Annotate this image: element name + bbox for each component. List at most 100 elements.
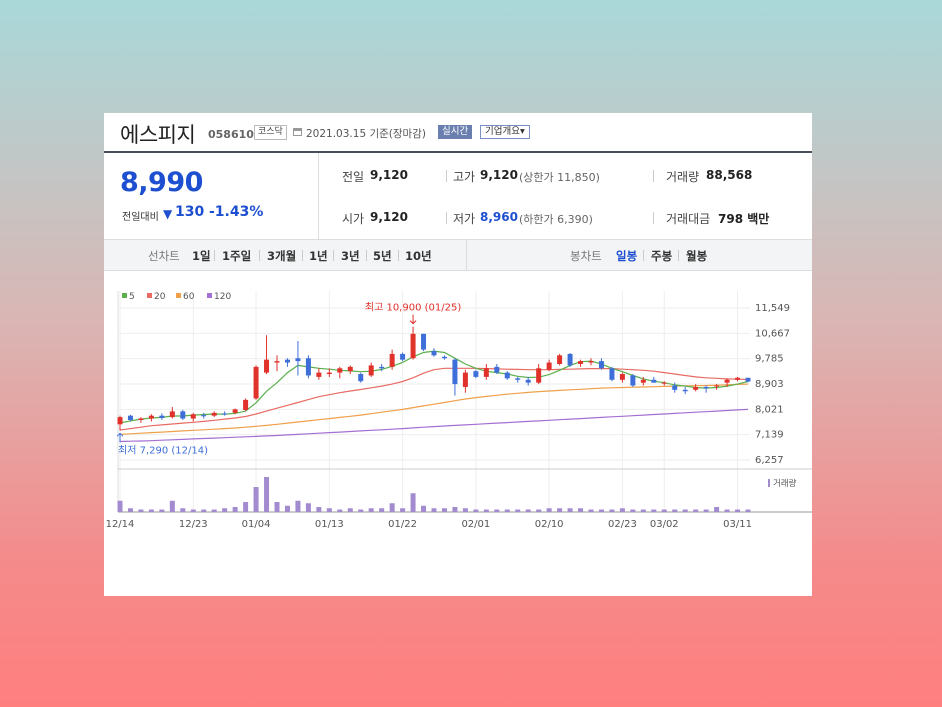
volume-legend-swatch	[768, 479, 770, 487]
tab-candle-chart[interactable]: 봉차트	[570, 249, 602, 263]
candle-body	[316, 372, 322, 377]
volume-bar	[462, 508, 468, 512]
y-tick-label: 11,549	[755, 303, 790, 314]
volume-bar	[724, 509, 730, 512]
legend-label: 60	[183, 292, 195, 302]
y-axis: 11,549 10,667 9,785 8,903 8,021 7,139 6,257	[755, 303, 790, 466]
volume-bar	[264, 477, 270, 512]
open-value: 9,120	[370, 210, 408, 224]
candle-body	[693, 386, 699, 390]
x-tick-label: 01/04	[242, 519, 271, 530]
tab-weekly[interactable]: 주봉	[651, 249, 673, 263]
candle-body	[347, 366, 353, 372]
candle-body	[284, 359, 290, 363]
market-badge: 코스닥	[254, 125, 287, 140]
tab-1-year[interactable]: 1년	[309, 249, 328, 263]
legend-swatch	[122, 293, 127, 298]
tab-separator	[259, 250, 260, 261]
candle-body	[243, 399, 249, 410]
current-price: 8,990	[120, 167, 203, 198]
candle-body	[117, 417, 123, 425]
tab-separator	[214, 250, 215, 261]
candle-body	[452, 359, 458, 385]
separator	[446, 212, 447, 224]
high-value: 9,120	[480, 168, 518, 182]
volume-bar	[703, 509, 709, 512]
high-annotation: 최고 10,900 (01/25)	[365, 302, 461, 314]
volume-label: 거래량	[773, 478, 797, 489]
candle-body	[609, 368, 615, 380]
tab-10-years[interactable]: 10년	[405, 249, 432, 263]
tab-5-years[interactable]: 5년	[373, 249, 392, 263]
candle-body	[672, 385, 678, 390]
company-overview-button[interactable]: 기업개요▾	[480, 125, 530, 139]
volume-bar	[316, 507, 322, 512]
candle-body	[127, 415, 133, 420]
amount-value: 798 백만	[718, 212, 770, 226]
candle-body	[661, 382, 667, 384]
candlestick-chart: 5 20 60 120 11,549 10,667 9,785 8,903 8,021 7,13…	[106, 291, 812, 530]
tab-1-day[interactable]: 1일	[192, 249, 211, 263]
volume-bar	[368, 508, 374, 512]
tab-separator	[366, 250, 367, 261]
lower-limit: (하한가 6,390)	[519, 213, 593, 226]
tab-1-week[interactable]: 1주일	[222, 249, 252, 263]
high-arrow-icon	[409, 314, 417, 325]
volume-bar	[431, 508, 437, 512]
candle-body	[494, 366, 500, 373]
tab-line-chart[interactable]: 선차트	[148, 249, 180, 263]
volume-bar	[337, 509, 343, 512]
tab-3-months[interactable]: 3개월	[267, 249, 297, 263]
volume-bar	[389, 503, 395, 512]
realtime-button[interactable]: 실시간	[438, 125, 473, 139]
tab-daily[interactable]: 일봉	[616, 249, 638, 263]
volume-bar	[578, 508, 584, 512]
change-rate: -1.43%	[209, 204, 264, 220]
x-tick-label: 12/14	[106, 519, 135, 530]
x-tick-label: 03/11	[723, 519, 752, 530]
candle-body	[536, 368, 542, 383]
volume-bar	[651, 509, 657, 512]
prev-close-label: 전일	[342, 170, 365, 184]
x-axis: 12/14 12/23 01/04 01/13 01/22 02/01 02/10 02/23…	[106, 519, 752, 530]
volume-bar	[536, 509, 542, 512]
candle-body	[504, 372, 510, 379]
chart-grid	[117, 291, 812, 513]
tab-3-years[interactable]: 3년	[341, 249, 360, 263]
volume-bar	[400, 508, 406, 512]
volume-bar	[504, 509, 510, 512]
volume-bar	[557, 508, 563, 512]
low-annotation: 최저 7,290 (12/14)	[118, 444, 208, 456]
x-tick-label: 12/23	[179, 519, 208, 530]
volume-bar	[546, 508, 552, 512]
change-label: 전일대비	[122, 212, 159, 223]
legend-swatch	[176, 293, 181, 298]
volume-bar	[515, 509, 521, 512]
y-tick-label: 7,139	[755, 430, 784, 441]
tab-separator	[333, 250, 334, 261]
candle-body	[264, 359, 270, 373]
candle-body	[557, 355, 563, 364]
candle-body	[190, 414, 196, 419]
volume-bar	[180, 508, 186, 512]
candle-body	[431, 351, 437, 356]
quote-section: 8,990 전일대비 ▼ 130 -1.43% 전일 9,120 고가 9,12…	[104, 153, 812, 240]
chart-legend: 5 20 60 120	[122, 292, 231, 302]
candle-body	[619, 374, 625, 380]
volume-bar	[222, 508, 228, 512]
tab-monthly[interactable]: 월봉	[686, 249, 708, 263]
x-tick-label: 01/22	[388, 519, 417, 530]
volume-bar	[494, 509, 500, 512]
stock-code: 058610	[208, 128, 254, 141]
volume-bar	[211, 509, 217, 512]
volume-bar	[682, 509, 688, 512]
legend-label: 20	[154, 292, 166, 302]
x-tick-label: 01/13	[315, 519, 344, 530]
candle-body	[253, 366, 259, 399]
candle-body	[201, 415, 207, 417]
candle-body	[232, 409, 238, 413]
low-label: 저가	[453, 212, 476, 226]
volume-bars: 거래량	[117, 477, 797, 512]
volume-bar	[473, 509, 479, 512]
legend-label: 5	[129, 292, 135, 302]
